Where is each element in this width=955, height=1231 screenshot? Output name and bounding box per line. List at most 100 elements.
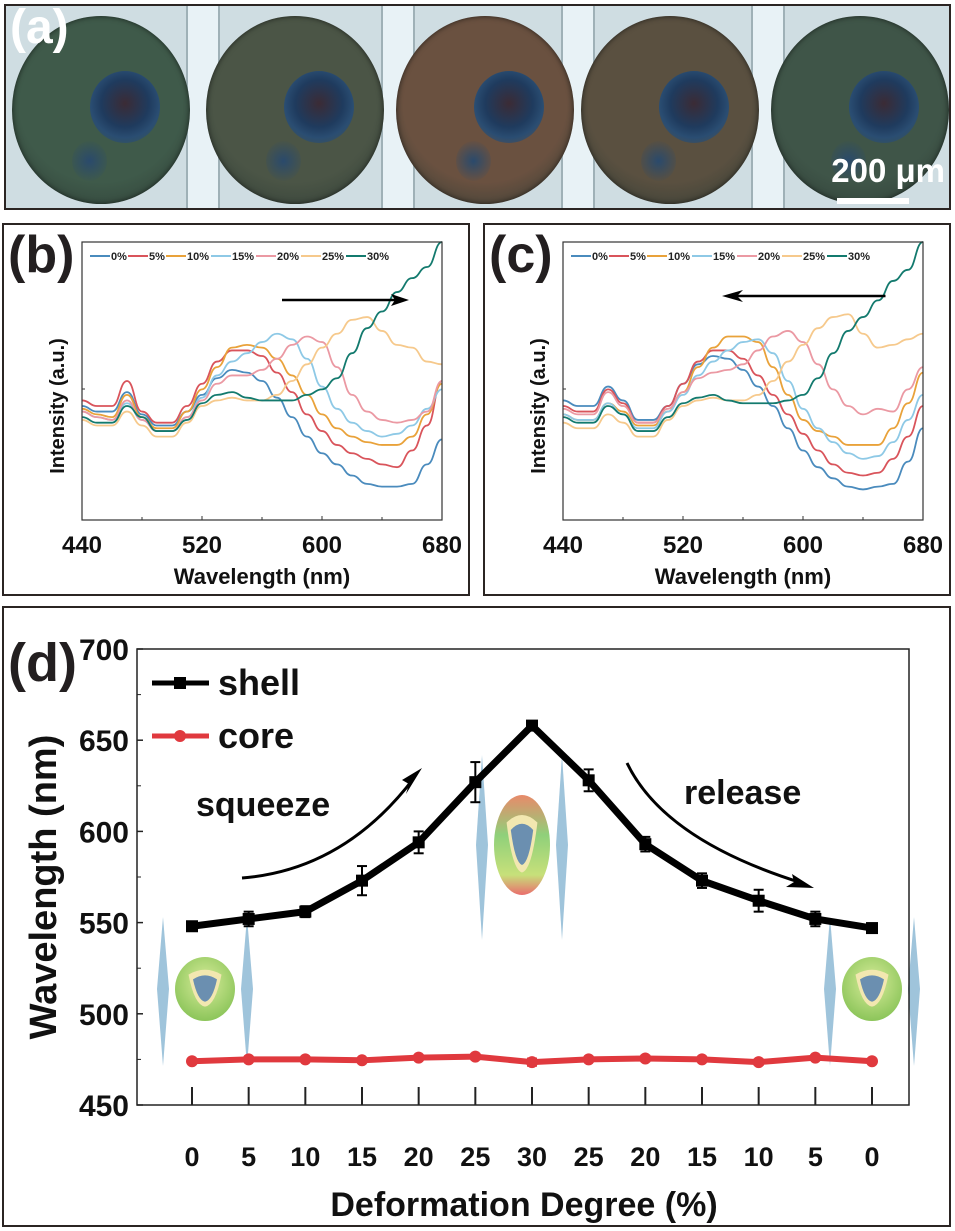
x-tick-label: 30 xyxy=(517,1142,547,1172)
shell-marker xyxy=(639,838,652,851)
legend-marker-core xyxy=(174,730,186,742)
shell-marker xyxy=(582,774,595,787)
x-tick-label: 520 xyxy=(182,532,222,559)
legend-label: 10% xyxy=(187,251,209,263)
legend-label: 20% xyxy=(277,251,299,263)
shell-marker xyxy=(752,894,765,907)
core-marker xyxy=(809,1051,822,1064)
shell-marker xyxy=(356,874,368,887)
compression-plate xyxy=(241,917,253,1066)
x-tick-label: 10 xyxy=(290,1142,320,1172)
series-line-25pct xyxy=(81,316,443,438)
annotation-squeeze: squeeze xyxy=(196,786,330,824)
chart-b: 440 520 600 680 Wavelength (nm) Intensity (a.… xyxy=(47,241,462,589)
x-tick-label: 440 xyxy=(62,532,102,559)
capsule-core xyxy=(510,823,534,865)
panel-b-spectra-squeeze: 440 520 600 680 Wavelength (nm) Intensity (a.… xyxy=(2,223,470,596)
series-line-0pct xyxy=(81,368,443,488)
series-line-20pct xyxy=(562,330,924,424)
plot-frame xyxy=(562,241,924,521)
shell-marker xyxy=(186,920,198,933)
x-tick-label: 15 xyxy=(687,1142,717,1172)
legend-label-shell: shell xyxy=(218,662,300,703)
shell-marker xyxy=(469,776,482,789)
droplet-image xyxy=(396,16,574,204)
core-marker xyxy=(752,1056,765,1069)
capsule-illustration-squeezed xyxy=(476,755,568,940)
legend-label: 15% xyxy=(713,251,735,263)
x-tick-label: 5 xyxy=(241,1142,256,1172)
legend-label: 25% xyxy=(322,251,344,263)
shell-marker xyxy=(866,922,878,935)
x-tick-label: 0 xyxy=(184,1142,199,1172)
droplet-core xyxy=(659,71,729,143)
x-tick-label: 15 xyxy=(347,1142,377,1172)
x-tick-label: 20 xyxy=(404,1142,434,1172)
core-marker xyxy=(356,1054,368,1067)
panel-a-micrographs: (a) 200 μm xyxy=(4,4,951,210)
x-tick-label: 680 xyxy=(903,532,943,559)
series-line-10pct xyxy=(562,335,924,446)
capsule-illustration-relaxed-left xyxy=(157,917,253,1066)
legend-label: 0% xyxy=(592,251,608,263)
chart-d: 450 500 550 600 650 700 0 5 10 15 20 25 30 25 20 15 10 5 0… xyxy=(23,634,920,1224)
x-tick-label: 600 xyxy=(302,532,342,559)
shell-marker xyxy=(526,719,538,732)
legend-label: 15% xyxy=(232,251,254,263)
x-tick-label: 440 xyxy=(543,532,583,559)
legend-label-core: core xyxy=(218,715,294,756)
series-line-30pct xyxy=(562,241,924,432)
core-marker xyxy=(526,1056,538,1069)
y-tick-label: 500 xyxy=(79,999,129,1032)
x-axis-label: Wavelength (nm) xyxy=(174,564,350,589)
droplet-image xyxy=(581,16,759,204)
series-line-30pct xyxy=(81,241,443,432)
x-tick-label: 5 xyxy=(808,1142,823,1172)
y-tick-label: 450 xyxy=(79,1090,129,1123)
compression-plate xyxy=(556,755,568,940)
x-tick-label: 0 xyxy=(864,1142,879,1172)
series-line-10pct xyxy=(81,343,443,446)
shell-marker xyxy=(696,874,708,887)
droplet-spot xyxy=(266,141,301,181)
chart-c: 440 520 600 680 Wavelength (nm) Intensity (a.… xyxy=(528,241,943,589)
droplet-image xyxy=(206,16,384,204)
x-tick-label: 600 xyxy=(783,532,823,559)
core-marker xyxy=(299,1053,312,1066)
panel-d-peak-wavelength: 450 500 550 600 650 700 0 5 10 15 20 25 30 25 20 15 10 5 0… xyxy=(2,606,951,1227)
x-tick-label: 680 xyxy=(422,532,462,559)
droplet-core xyxy=(474,71,544,143)
core-marker xyxy=(582,1053,595,1066)
core-marker xyxy=(696,1053,708,1066)
droplet-spot xyxy=(641,141,676,181)
shift-arrow-head xyxy=(722,290,743,302)
y-axis-label: Intensity (a.u.) xyxy=(47,338,69,474)
capsule-core xyxy=(860,975,884,1002)
core-marker xyxy=(866,1055,878,1068)
release-arrow xyxy=(625,762,803,885)
core-marker xyxy=(242,1053,255,1066)
x-tick-label: 25 xyxy=(460,1142,490,1172)
legend-label: 5% xyxy=(149,251,165,263)
legend-label: 20% xyxy=(758,251,780,263)
x-tick-label: 10 xyxy=(744,1142,774,1172)
shell-marker xyxy=(242,912,255,925)
y-tick-label: 650 xyxy=(79,725,129,758)
x-axis-label: Wavelength (nm) xyxy=(655,564,831,589)
squeeze-arrow xyxy=(241,777,416,880)
y-axis-label: Intensity (a.u.) xyxy=(528,338,550,474)
shell-marker xyxy=(809,912,822,925)
panel-label-a: (a) xyxy=(10,4,69,54)
core-marker xyxy=(186,1055,198,1068)
legend-label: 5% xyxy=(630,251,646,263)
legend-label: 30% xyxy=(367,251,389,263)
core-marker xyxy=(469,1050,482,1063)
shell-marker xyxy=(412,836,425,849)
shift-arrow-head xyxy=(391,294,409,306)
series-line-20pct xyxy=(81,335,443,432)
scale-bar xyxy=(837,198,909,204)
droplet-core xyxy=(90,71,160,143)
core-marker xyxy=(639,1052,652,1065)
legend-label: 0% xyxy=(111,251,127,263)
legend-marker-shell xyxy=(174,677,186,689)
